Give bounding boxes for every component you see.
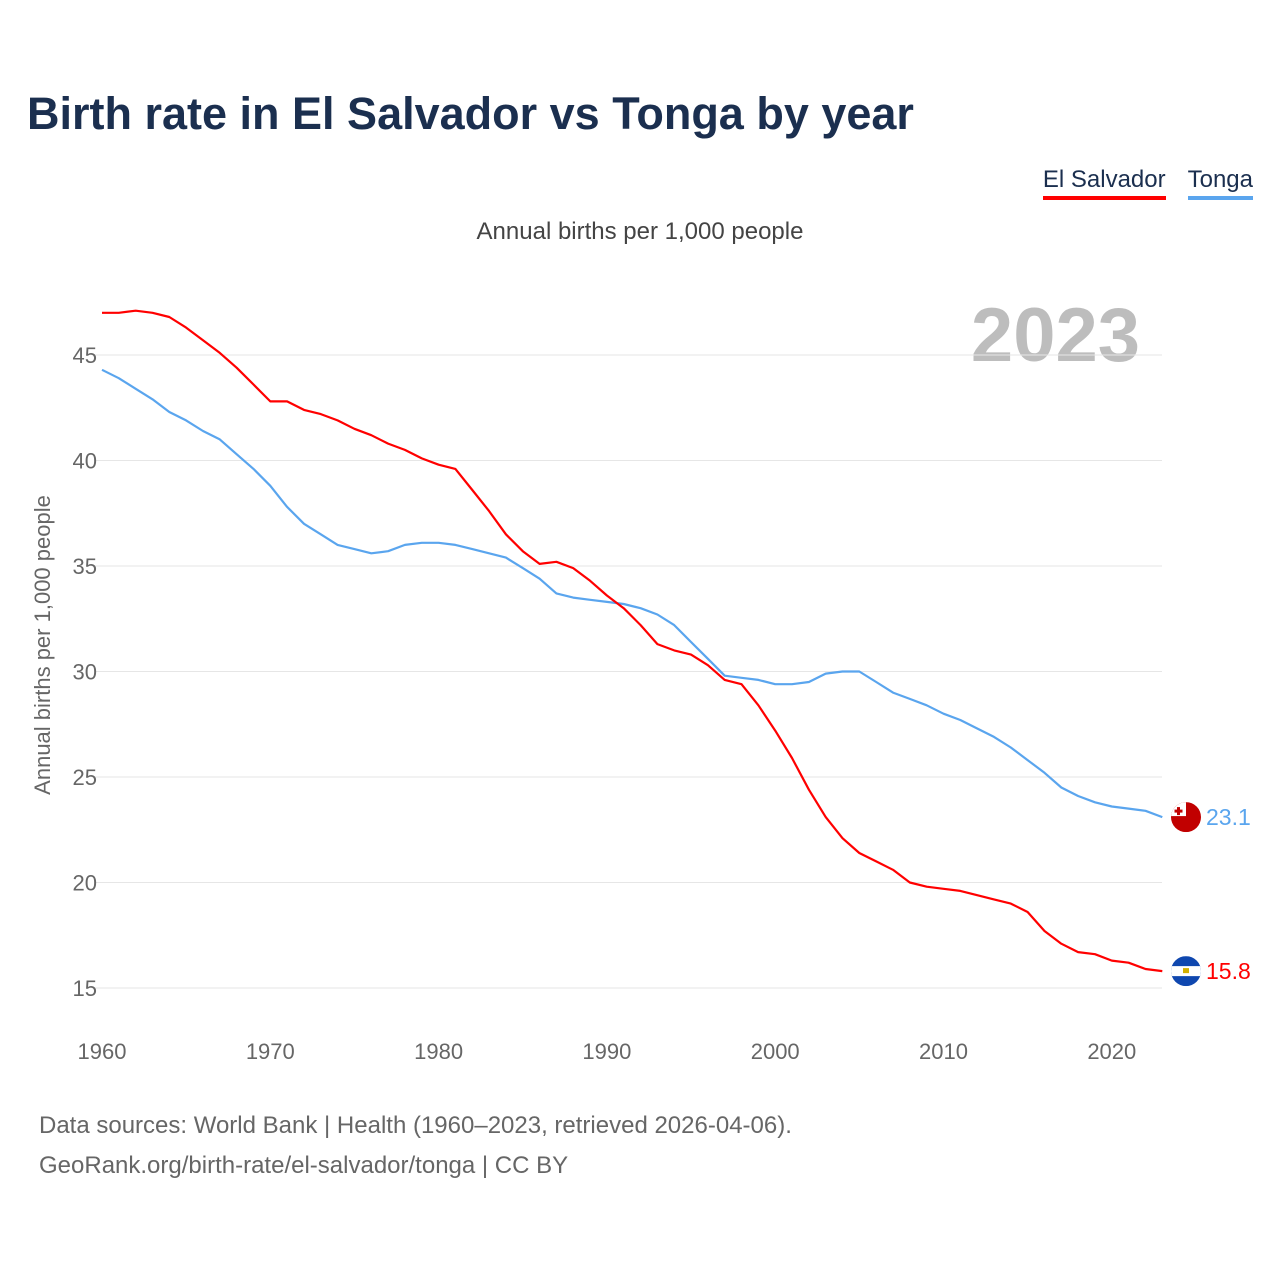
chart-subtitle: Annual births per 1,000 people xyxy=(476,218,804,245)
flag-tonga-icon xyxy=(1171,802,1201,833)
x-tick-label: 1960 xyxy=(78,1039,127,1064)
y-tick-label: 35 xyxy=(73,554,97,579)
flag-el-salvador-icon xyxy=(1171,956,1201,987)
series-line-el-salvador xyxy=(102,309,1163,973)
x-tick-label: 1980 xyxy=(414,1039,463,1064)
end-value-label-tonga: 23.1 xyxy=(1206,804,1251,830)
legend-item-el-salvador[interactable]: El Salvador xyxy=(1042,166,1166,200)
x-tick-label: 1990 xyxy=(582,1039,631,1064)
y-tick-label: 15 xyxy=(73,976,97,1001)
end-value-label-el-salvador: 15.8 xyxy=(1206,958,1251,984)
year-label: 2023 xyxy=(970,293,1140,378)
y-tick-label: 45 xyxy=(73,343,97,368)
legend: El Salvador Tonga xyxy=(1042,166,1253,200)
x-tick-label: 2010 xyxy=(919,1039,968,1064)
source-link[interactable]: GeoRank.org/birth-rate/el-salvador/tonga… xyxy=(39,1152,569,1179)
y-tick-label: 40 xyxy=(73,449,97,474)
y-tick-label: 30 xyxy=(73,660,97,685)
x-tick-label: 1970 xyxy=(246,1039,295,1064)
legend-item-tonga[interactable]: Tonga xyxy=(1187,166,1253,200)
series-line-tonga xyxy=(101,368,1163,819)
footer: Data sources: World Bank | Health (1960–… xyxy=(39,1106,792,1186)
y-tick-label: 25 xyxy=(73,765,97,790)
y-tick-label: 20 xyxy=(73,871,97,896)
chart-title: Birth rate in El Salvador vs Tonga by ye… xyxy=(27,88,914,139)
x-tick-label: 2000 xyxy=(751,1039,800,1064)
y-axis-label: Annual births per 1,000 people xyxy=(30,495,55,795)
data-source-note: Data sources: World Bank | Health (1960–… xyxy=(39,1112,792,1139)
x-tick-label: 2020 xyxy=(1087,1039,1136,1064)
